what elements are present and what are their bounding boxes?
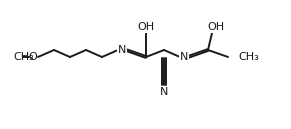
Text: OH: OH [137, 22, 155, 32]
Text: OH: OH [207, 22, 225, 32]
Text: N: N [180, 52, 188, 62]
Text: CH₃: CH₃ [13, 52, 34, 62]
Text: N: N [160, 87, 168, 97]
Text: N: N [118, 45, 126, 55]
Text: CH₃: CH₃ [238, 52, 259, 62]
Text: O: O [29, 52, 37, 62]
